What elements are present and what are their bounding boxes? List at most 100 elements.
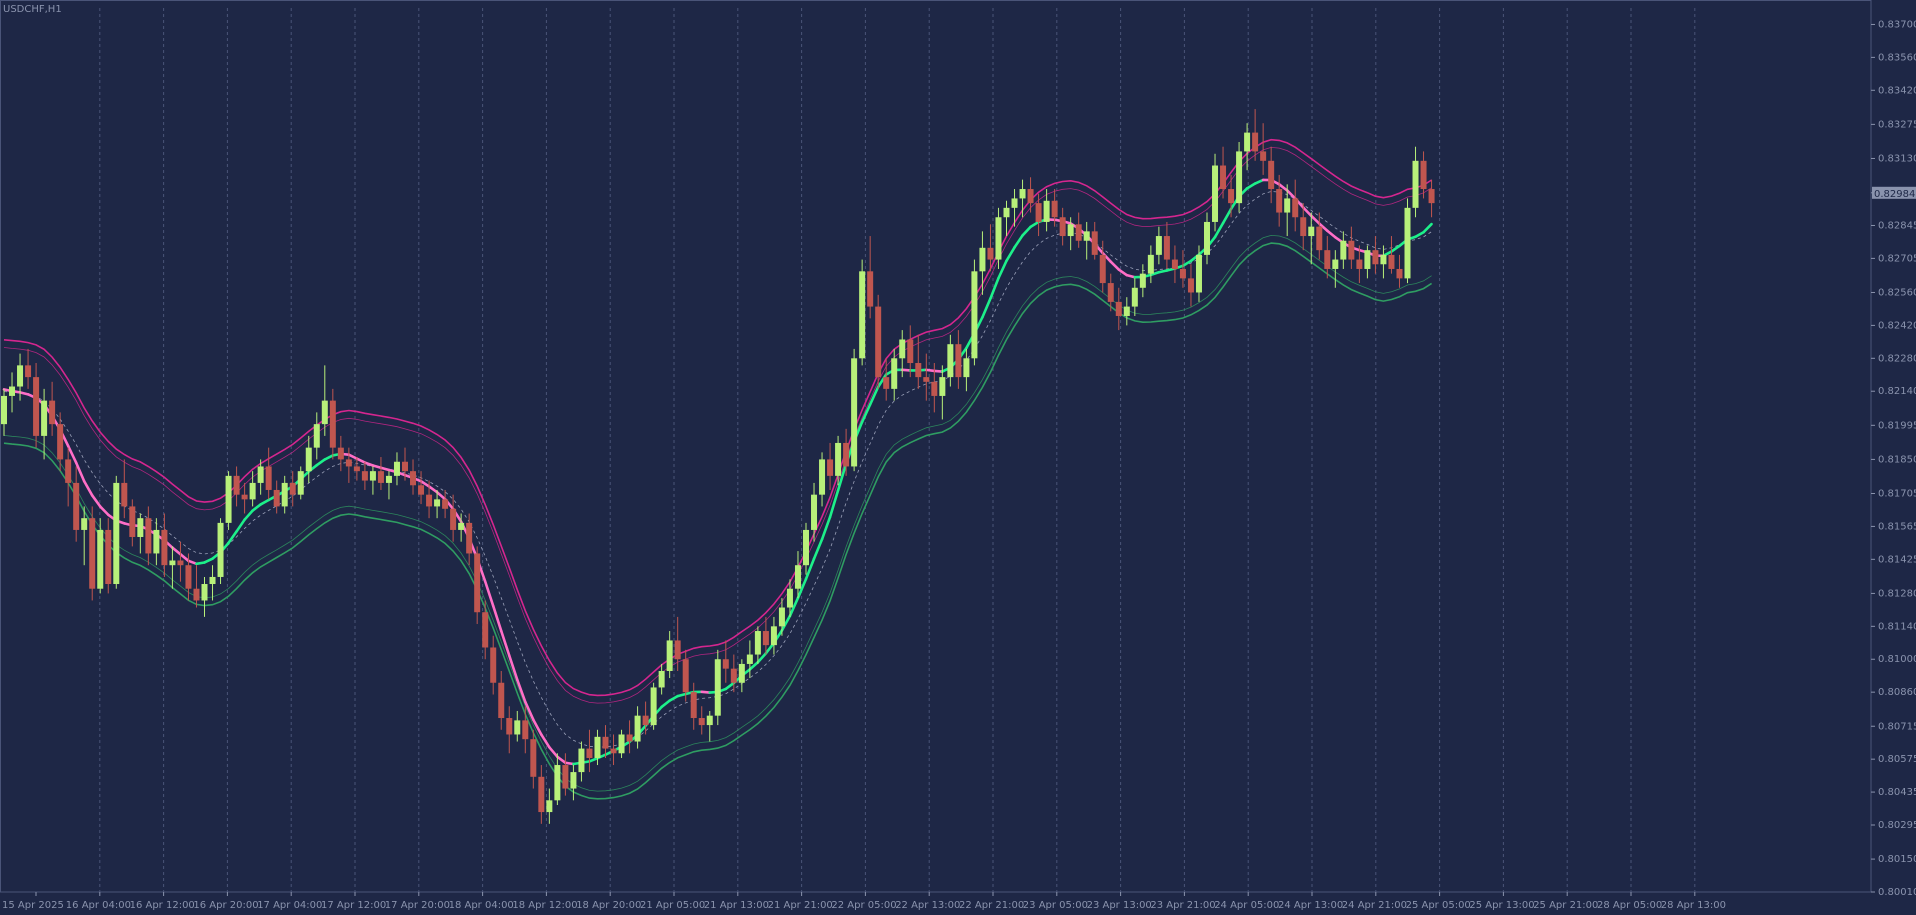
candle-body bbox=[682, 659, 689, 693]
candle-body bbox=[1035, 203, 1042, 222]
time-tick-label: 21 Apr 05:00 bbox=[640, 900, 705, 911]
candle-body bbox=[137, 518, 144, 537]
candle-body bbox=[690, 692, 697, 719]
candle-body bbox=[1244, 132, 1251, 152]
candle-body bbox=[803, 529, 809, 566]
trend-line-segment bbox=[235, 518, 246, 533]
trend-line-segment bbox=[315, 458, 327, 467]
trend-line-segment bbox=[1125, 273, 1137, 279]
time-tick-label: 28 Apr 05:00 bbox=[1597, 900, 1662, 911]
candle-body bbox=[377, 471, 384, 483]
trend-line-segment bbox=[676, 692, 688, 698]
price-tick-label: 0.80575 bbox=[1878, 754, 1916, 765]
candle-body bbox=[281, 482, 288, 507]
candle-body bbox=[1195, 254, 1202, 293]
trend-line-segment bbox=[1309, 214, 1321, 225]
candle-body bbox=[458, 522, 465, 530]
time-tick-label: 17 Apr 04:00 bbox=[257, 900, 322, 911]
trend-line-segment bbox=[507, 654, 519, 682]
trend-line-segment bbox=[588, 756, 599, 763]
time-tick-label: 16 Apr 12:00 bbox=[130, 900, 195, 911]
candle-body bbox=[610, 748, 617, 754]
candle-body bbox=[1268, 160, 1275, 190]
trend-line-segment bbox=[74, 461, 86, 483]
candle-body bbox=[931, 381, 938, 396]
trend-line-segment bbox=[66, 444, 78, 465]
candle-body bbox=[923, 377, 930, 382]
candle-body bbox=[1027, 189, 1034, 204]
candle-body bbox=[225, 475, 232, 523]
candle-body bbox=[554, 765, 561, 801]
candle-body bbox=[1179, 268, 1186, 279]
trend-line-segment bbox=[379, 466, 391, 472]
candle-body bbox=[402, 461, 408, 472]
trend-line-segment bbox=[363, 461, 375, 467]
candle-body bbox=[562, 765, 569, 789]
trend-line-segment bbox=[868, 385, 880, 406]
candle-body bbox=[1260, 151, 1267, 161]
candle-body bbox=[201, 584, 208, 601]
trend-line-segment bbox=[171, 546, 182, 556]
candle-body bbox=[891, 358, 898, 389]
candle-body bbox=[578, 748, 585, 773]
candle-body bbox=[1155, 236, 1162, 255]
price-tick-label: 0.82420 bbox=[1878, 320, 1916, 331]
time-tick-label: 17 Apr 20:00 bbox=[385, 900, 450, 911]
price-tick-label: 0.82845 bbox=[1878, 220, 1916, 231]
price-tick-label: 0.80860 bbox=[1878, 687, 1916, 698]
candle-body bbox=[442, 499, 449, 509]
trend-line-segment bbox=[924, 368, 936, 373]
candle-body bbox=[778, 607, 785, 627]
candle-body bbox=[883, 377, 890, 389]
candle-body bbox=[514, 720, 521, 735]
price-tick-label: 0.80715 bbox=[1878, 721, 1916, 732]
price-tick-label: 0.82280 bbox=[1878, 353, 1916, 364]
candle-body bbox=[1412, 160, 1419, 208]
trend-line-segment bbox=[1253, 178, 1265, 185]
time-tick-label: 25 Apr 13:00 bbox=[1469, 900, 1534, 911]
candle-body bbox=[1139, 273, 1146, 288]
trend-line-segment bbox=[323, 454, 335, 461]
price-tick-label: 0.81850 bbox=[1878, 454, 1916, 465]
trend-line-segment bbox=[243, 509, 254, 521]
candle-body bbox=[329, 400, 336, 448]
candle-body bbox=[859, 271, 866, 359]
candle-body bbox=[730, 668, 737, 683]
price-tick-label: 0.83275 bbox=[1878, 119, 1916, 130]
price-tick-label: 0.83560 bbox=[1878, 52, 1916, 63]
candle-body bbox=[121, 482, 128, 507]
candle-body bbox=[1171, 259, 1178, 269]
trend-line-segment bbox=[515, 678, 527, 704]
candle-body bbox=[963, 358, 970, 378]
candle-body bbox=[1308, 226, 1315, 237]
candle-body bbox=[153, 529, 160, 554]
time-tick-label: 18 Apr 20:00 bbox=[576, 900, 641, 911]
candle-body bbox=[827, 459, 834, 476]
candle-body bbox=[1364, 250, 1371, 269]
trend-line-segment bbox=[90, 494, 102, 508]
trend-line-segment bbox=[195, 561, 206, 566]
trend-line-segment bbox=[1101, 251, 1113, 263]
time-tick-label: 24 Apr 05:00 bbox=[1214, 900, 1279, 911]
lower-band-outer bbox=[3, 242, 1433, 800]
candle-body bbox=[666, 640, 673, 671]
candle-body bbox=[169, 560, 176, 566]
candle-body bbox=[426, 494, 433, 507]
candle-body bbox=[1099, 254, 1106, 284]
trend-line-segment bbox=[483, 580, 495, 608]
candle-body bbox=[746, 654, 753, 664]
candle-body bbox=[714, 659, 721, 716]
trend-line-segment bbox=[347, 453, 359, 460]
current-price-tag: 0.82984 bbox=[1872, 186, 1916, 200]
trend-line-segment bbox=[748, 660, 760, 671]
upper-band-outer bbox=[3, 138, 1433, 697]
candle-body bbox=[1067, 224, 1074, 237]
candle-body bbox=[1428, 189, 1435, 204]
candle-body bbox=[1388, 254, 1395, 269]
candle-body bbox=[289, 482, 296, 495]
candle-body bbox=[209, 576, 216, 585]
trend-line-segment bbox=[532, 718, 543, 736]
time-tick-label: 22 Apr 13:00 bbox=[895, 900, 960, 911]
candle-body bbox=[995, 217, 1002, 260]
